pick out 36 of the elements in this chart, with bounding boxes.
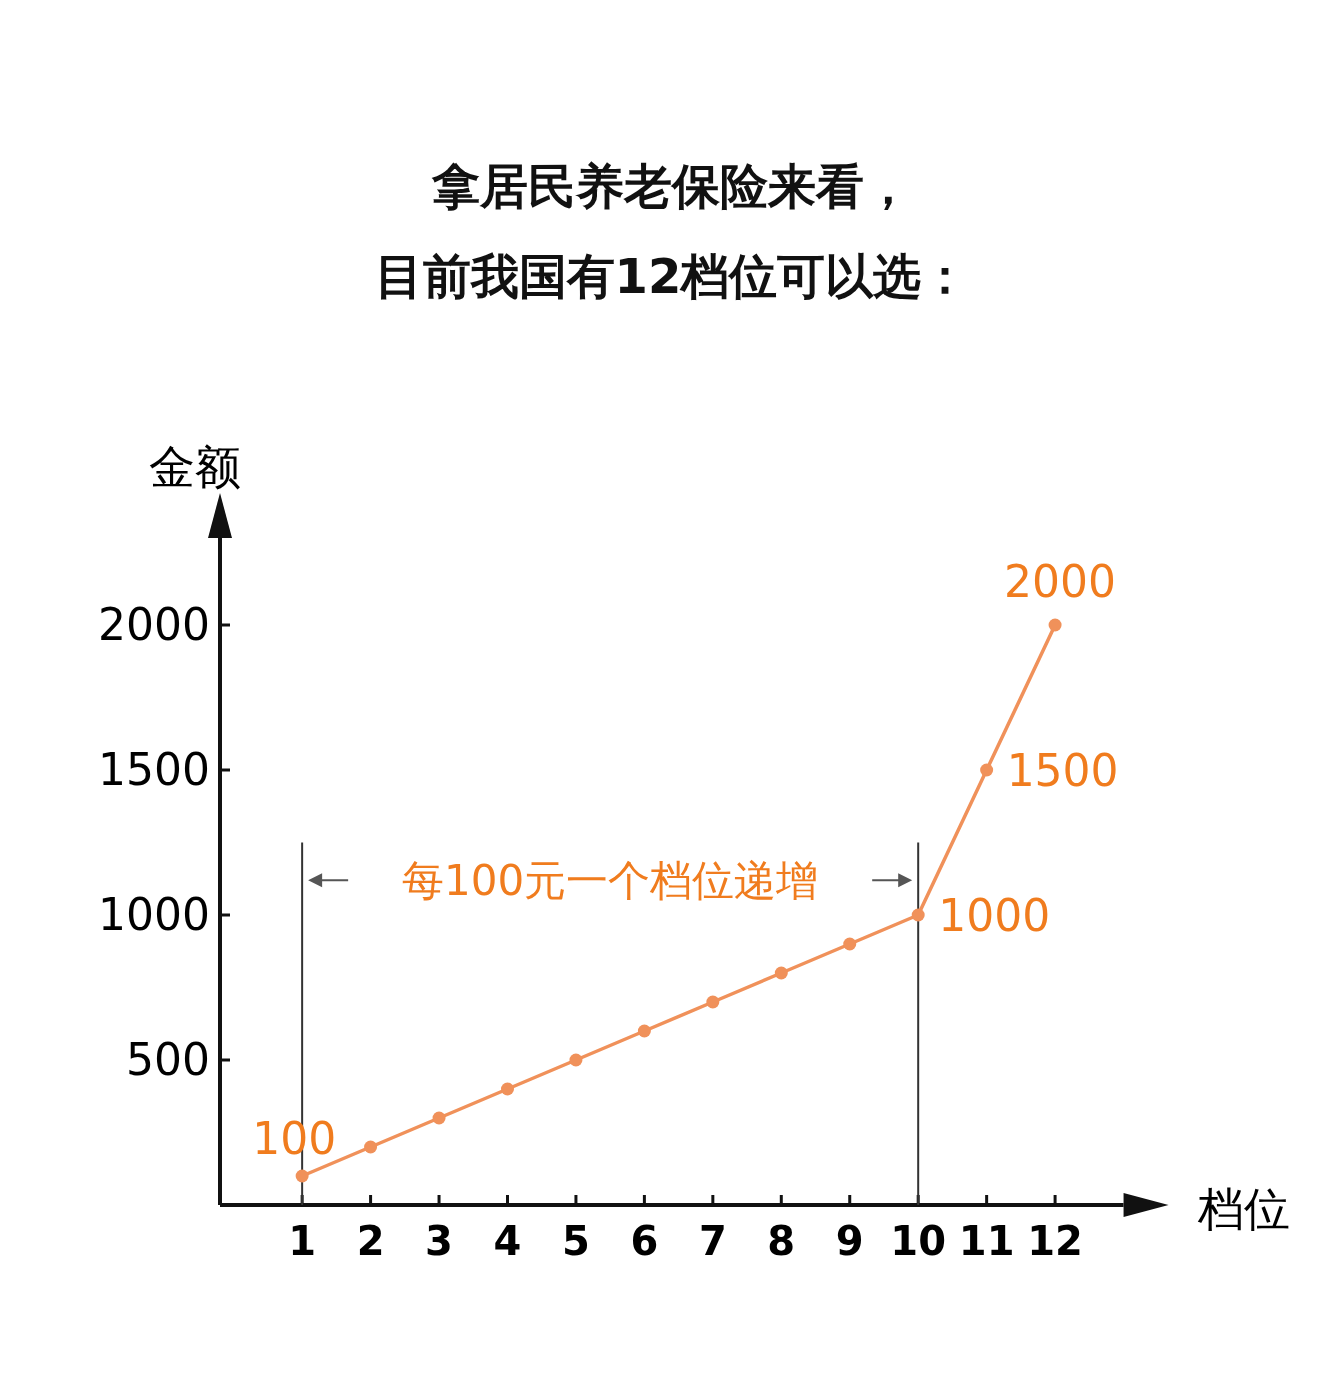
y-tick-label: 2000 [98, 599, 210, 650]
x-tick-label: 10 [890, 1218, 947, 1264]
point [980, 763, 994, 777]
point [295, 1169, 309, 1183]
point [637, 1024, 651, 1038]
x-tick-label: 2 [356, 1218, 385, 1264]
x-tick-label: 5 [562, 1218, 590, 1264]
y-tick-label: 1500 [98, 744, 210, 795]
point [364, 1140, 378, 1154]
chart-title: 拿居民养老保险来看， [431, 158, 912, 214]
point [911, 908, 925, 922]
data-label: 1500 [1006, 745, 1119, 796]
x-tick-label: 9 [835, 1218, 864, 1264]
annotation: 每100元一个档位递增 [402, 856, 819, 906]
x-axis-title: 档位 [1196, 1182, 1290, 1236]
point [774, 966, 788, 980]
point [706, 995, 720, 1009]
x-tick-label: 3 [425, 1218, 453, 1264]
point [843, 937, 857, 951]
x-tick-label: 1 [288, 1218, 317, 1264]
point [569, 1053, 583, 1067]
x-tick-label: 6 [630, 1218, 659, 1264]
point [500, 1082, 514, 1096]
data-label: 2000 [1004, 556, 1117, 607]
point [432, 1111, 446, 1125]
y-axis-title: 金额 [149, 440, 241, 494]
x-tick-label: 11 [958, 1218, 1015, 1264]
chart-subtitle: 目前我国有12档位可以选： [374, 248, 970, 304]
y-tick-label: 1000 [98, 889, 210, 940]
x-tick-label: 4 [493, 1218, 522, 1264]
point [1048, 618, 1062, 632]
y-tick-label: 500 [126, 1034, 210, 1085]
data-label: 1000 [938, 890, 1051, 941]
x-tick-label: 7 [698, 1218, 727, 1264]
x-tick-label: 12 [1027, 1218, 1083, 1264]
x-tick-label: 8 [767, 1218, 796, 1264]
